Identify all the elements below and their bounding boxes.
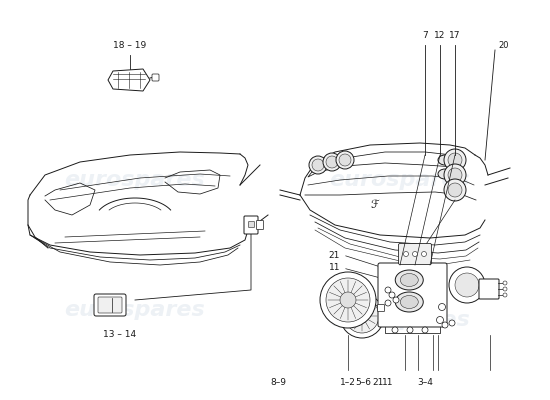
Circle shape [345,299,379,333]
Text: 11: 11 [382,378,394,387]
Ellipse shape [438,169,452,179]
Text: eurospares: eurospares [65,170,205,190]
FancyBboxPatch shape [378,263,447,327]
Ellipse shape [438,155,452,165]
Ellipse shape [395,292,424,312]
Text: ℱ: ℱ [371,200,380,210]
FancyBboxPatch shape [249,222,255,228]
Circle shape [422,327,428,333]
Circle shape [340,292,356,308]
Text: 5–6: 5–6 [355,378,371,387]
FancyBboxPatch shape [256,220,263,230]
Text: 21: 21 [329,250,340,260]
Text: eurospares: eurospares [65,300,205,320]
Circle shape [323,153,341,171]
Text: 1–2: 1–2 [340,378,356,387]
Circle shape [336,151,354,169]
Text: 7: 7 [422,31,428,40]
Circle shape [309,156,327,174]
Circle shape [437,316,443,324]
Circle shape [421,252,426,256]
Circle shape [326,156,338,168]
FancyBboxPatch shape [399,244,432,264]
FancyBboxPatch shape [98,297,122,313]
Circle shape [393,297,399,303]
Text: 21: 21 [372,378,384,387]
Polygon shape [108,69,150,91]
Circle shape [326,278,370,322]
Circle shape [412,252,417,256]
Ellipse shape [395,270,424,290]
Circle shape [339,154,351,166]
Text: 20: 20 [498,40,509,50]
FancyBboxPatch shape [377,304,384,312]
Circle shape [438,304,446,310]
Text: eurospares: eurospares [329,310,470,330]
Circle shape [389,292,395,298]
Circle shape [455,273,479,297]
FancyBboxPatch shape [479,279,499,299]
Circle shape [385,300,391,306]
Circle shape [448,168,462,182]
Circle shape [320,272,376,328]
Text: 11: 11 [328,264,340,272]
Circle shape [340,294,384,338]
Text: 8–9: 8–9 [270,378,286,387]
Text: eurospares: eurospares [329,170,470,190]
FancyBboxPatch shape [94,294,126,316]
Circle shape [356,310,368,322]
Circle shape [449,320,455,326]
Text: 3–4: 3–4 [417,378,433,387]
Text: 17: 17 [449,31,461,40]
Text: 13 – 14: 13 – 14 [103,330,136,339]
Circle shape [448,183,462,197]
Circle shape [444,164,466,186]
Circle shape [444,149,466,171]
Circle shape [442,322,448,328]
Circle shape [503,281,507,285]
Circle shape [448,153,462,167]
Ellipse shape [400,274,418,286]
Circle shape [449,267,485,303]
Circle shape [312,159,324,171]
Circle shape [385,287,391,293]
Circle shape [444,179,466,201]
FancyBboxPatch shape [152,74,159,81]
Circle shape [404,252,409,256]
Ellipse shape [400,296,418,308]
Circle shape [407,327,413,333]
Circle shape [503,293,507,297]
Text: 18 – 19: 18 – 19 [113,41,147,50]
Circle shape [392,327,398,333]
Circle shape [503,287,507,291]
Text: 12: 12 [434,31,446,40]
FancyBboxPatch shape [244,216,258,234]
